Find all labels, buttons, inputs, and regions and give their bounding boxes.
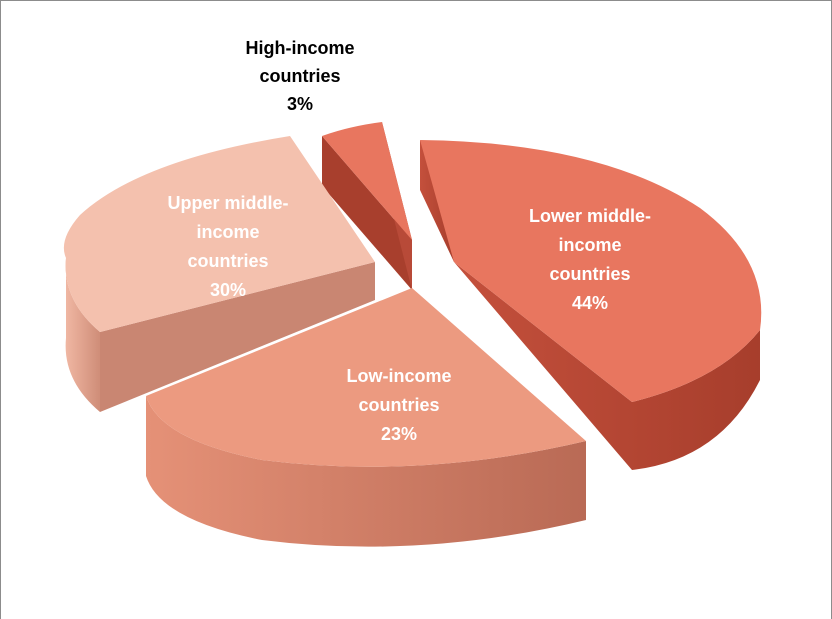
slice-label-line: Low-income	[346, 366, 451, 386]
slice-label-high-income: High-income countries 3%	[245, 38, 354, 114]
slice-side	[146, 396, 586, 547]
slice-label-upper-middle-income: Upper middle- income countries 30%	[167, 193, 288, 300]
slice-label-line: Lower middle-	[529, 206, 651, 226]
slice-percent-label: 30%	[210, 280, 246, 300]
slice-top	[146, 288, 586, 467]
pie-slice-high-income	[322, 122, 412, 290]
slice-side	[322, 136, 412, 290]
slice-label-lower-middle-income: Lower middle- income countries 44%	[529, 206, 651, 313]
slice-top	[420, 140, 762, 402]
slice-label-line: Upper middle-	[167, 193, 288, 213]
slice-side	[454, 262, 760, 470]
pie-slice-upper-middle-income	[63, 136, 375, 412]
slice-label-line: High-income	[245, 38, 354, 58]
slice-top	[63, 136, 375, 332]
pie-slice-lower-middle-income	[420, 140, 762, 470]
slice-label-line: income	[558, 235, 621, 255]
slice-percent-label: 23%	[381, 424, 417, 444]
pie-slice-low-income	[146, 288, 586, 547]
slice-label-line: countries	[358, 395, 439, 415]
slice-label-line: countries	[259, 66, 340, 86]
slice-side	[100, 262, 375, 412]
slice-side	[65, 258, 100, 412]
slice-label-line: income	[196, 222, 259, 242]
slice-top	[322, 122, 412, 240]
slice-percent-label: 44%	[572, 293, 608, 313]
slice-label-line: countries	[549, 264, 630, 284]
slice-label-low-income: Low-income countries 23%	[346, 366, 451, 444]
slice-label-line: countries	[187, 251, 268, 271]
slice-percent-label: 3%	[287, 94, 313, 114]
